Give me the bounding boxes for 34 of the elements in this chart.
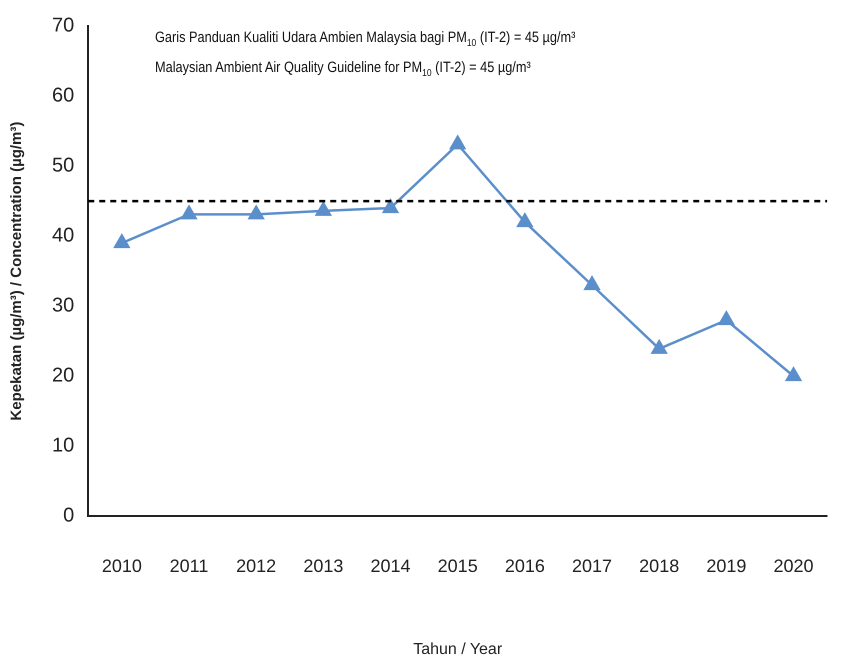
y-tick-label: 20 [52,364,74,387]
point [650,339,668,354]
annotation: Malaysian Ambient Air Quality Guideline for PM$_{10}$ (IT-2) = 45 µg/m³ [155,58,532,81]
y-tick-label: 60 [52,84,74,107]
point [584,276,600,290]
y-tick-label: 10 [52,434,74,457]
point [382,198,399,214]
point [785,366,802,382]
y-tick-label: 50 [52,154,74,177]
x-tick-label: 2018 [639,556,680,576]
x-tick-label: 2015 [438,556,478,576]
x-tick-label: 2019 [706,556,746,576]
point [449,134,466,150]
y-axis-title: Kepekatan (µg/m³) / Concentration (µg/m³) [8,122,26,421]
x-tick-label: 2016 [504,556,545,576]
y-tick-label: 0 [63,504,74,527]
y-tick-label: 40 [52,224,74,247]
x-tick-label: 2017 [572,556,612,576]
x-tick-label: 2012 [236,556,276,576]
y-tick-label: 70 [52,14,74,37]
x-tick-label: 2020 [774,556,814,576]
x-axis-title: Tahun / Year [413,640,503,658]
point [180,204,198,220]
point [315,201,332,216]
x-tick-label: 2014 [370,556,411,576]
point [114,234,130,248]
y-tick-label: 30 [52,294,74,317]
x-tick-label: 2013 [303,556,344,576]
point [248,204,264,220]
point [516,212,534,228]
point [718,310,735,326]
x-tick-label: 2011 [170,556,208,576]
x-tick-label: 2010 [102,556,142,576]
annotation: Garis Panduan Kualiti Udara Ambien Malaysia bagi PM$_{10}$ (IT-2) = 45 µg/m³ [155,28,576,51]
